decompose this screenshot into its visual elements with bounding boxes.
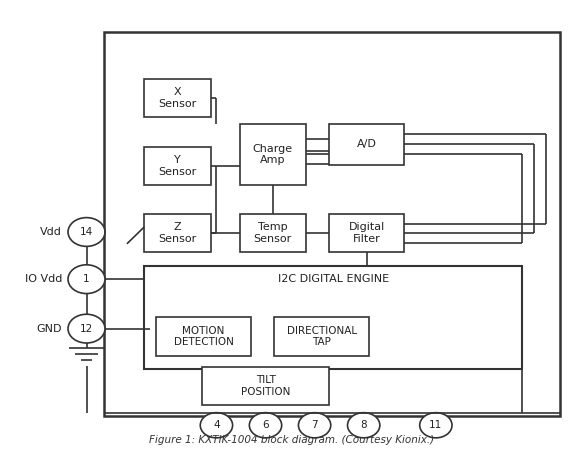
Text: 7: 7 [311, 420, 318, 430]
Bar [156, 318, 251, 356]
Text: 11: 11 [429, 420, 442, 430]
Text: 4: 4 [213, 420, 220, 430]
Text: Digital
Filter: Digital Filter [349, 222, 385, 244]
Bar [144, 214, 210, 252]
Bar [329, 214, 404, 252]
Circle shape [420, 413, 452, 438]
Text: 14: 14 [80, 227, 93, 237]
Bar [144, 266, 522, 369]
Text: X
Sensor: X Sensor [159, 87, 196, 109]
Text: I2C DIGITAL ENGINE: I2C DIGITAL ENGINE [278, 274, 389, 284]
Bar [274, 318, 370, 356]
Text: Y
Sensor: Y Sensor [159, 155, 196, 177]
Text: A/D: A/D [357, 139, 377, 149]
Text: MOTION
DETECTION: MOTION DETECTION [174, 326, 233, 347]
Bar [240, 214, 306, 252]
Text: 6: 6 [262, 420, 269, 430]
Text: IO Vdd: IO Vdd [25, 274, 62, 284]
Circle shape [68, 265, 105, 293]
Bar [329, 124, 404, 165]
Text: GND: GND [37, 324, 62, 334]
Bar [144, 147, 210, 185]
Bar [144, 79, 210, 117]
Text: Figure 1: KXTIK-1004 block diagram. (Courtesy Kionix.): Figure 1: KXTIK-1004 block diagram. (Cou… [149, 435, 434, 445]
Text: Z
Sensor: Z Sensor [159, 222, 196, 244]
Circle shape [201, 413, 233, 438]
Text: Charge
Amp: Charge Amp [252, 144, 293, 165]
Circle shape [298, 413, 331, 438]
Circle shape [68, 217, 105, 246]
Text: 8: 8 [360, 420, 367, 430]
Circle shape [68, 314, 105, 343]
Text: Vdd: Vdd [40, 227, 62, 237]
Text: TILT
POSITION: TILT POSITION [241, 375, 290, 397]
Text: 1: 1 [83, 274, 90, 284]
Circle shape [347, 413, 380, 438]
Text: Temp
Sensor: Temp Sensor [254, 222, 292, 244]
Circle shape [250, 413, 282, 438]
Text: DIRECTIONAL
TAP: DIRECTIONAL TAP [287, 326, 357, 347]
Bar [202, 367, 329, 405]
Bar [240, 124, 306, 185]
Bar [104, 32, 560, 416]
Text: 12: 12 [80, 324, 93, 334]
